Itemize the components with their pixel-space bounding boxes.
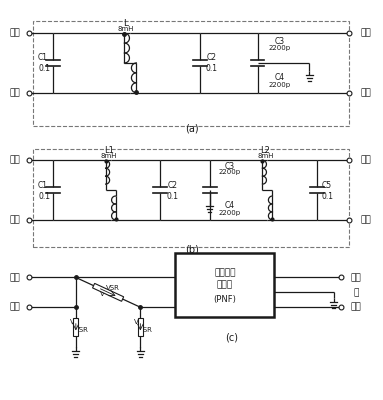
Text: 输入: 输入 (10, 303, 21, 312)
Text: VSR: VSR (139, 327, 153, 333)
Text: VSR: VSR (106, 285, 120, 291)
Text: 输出: 输出 (350, 273, 361, 282)
Text: 输入: 输入 (10, 156, 21, 165)
Text: V: V (100, 291, 104, 297)
Text: 输入: 输入 (10, 273, 21, 282)
Text: 8mH: 8mH (257, 153, 274, 159)
Text: 输出: 输出 (350, 303, 361, 312)
Text: V: V (69, 319, 74, 325)
Text: 0.1: 0.1 (321, 192, 333, 200)
Text: 0.1: 0.1 (166, 192, 178, 200)
Text: C1: C1 (38, 54, 48, 62)
Text: V: V (134, 319, 139, 325)
Text: (b): (b) (185, 245, 199, 255)
Text: 2200p: 2200p (268, 82, 290, 88)
Text: 0.1: 0.1 (206, 64, 218, 74)
Bar (33, 149, 349, 247)
Text: 2200p: 2200p (268, 45, 290, 51)
Text: C2: C2 (167, 181, 177, 190)
Text: 电源噪声: 电源噪声 (214, 269, 236, 278)
Text: 8mH: 8mH (100, 153, 117, 159)
Text: 8mH: 8mH (117, 26, 134, 32)
Text: 2200p: 2200p (219, 210, 241, 216)
Text: 输出: 输出 (360, 156, 371, 165)
Text: (c): (c) (225, 332, 238, 342)
Bar (175, 253, 274, 317)
Text: L1: L1 (104, 146, 113, 155)
Text: C1: C1 (38, 181, 48, 190)
Text: 2200p: 2200p (219, 169, 241, 175)
Text: 输入: 输入 (10, 29, 21, 38)
Text: L2: L2 (260, 146, 270, 155)
Bar (93, 283, 124, 301)
Text: 0.1: 0.1 (38, 64, 50, 74)
Text: 输出: 输出 (360, 215, 371, 224)
Text: C4: C4 (225, 202, 235, 210)
Bar (74, 318, 79, 336)
Text: C3: C3 (274, 37, 285, 46)
Text: C3: C3 (225, 162, 235, 171)
Text: 输入: 输入 (10, 88, 21, 97)
Text: C5: C5 (322, 181, 332, 190)
Text: C2: C2 (207, 54, 217, 62)
Text: C4: C4 (274, 73, 285, 82)
Text: (a): (a) (185, 124, 199, 134)
Text: 0.1: 0.1 (38, 192, 50, 200)
Text: 滤波器: 滤波器 (217, 280, 233, 290)
Text: VSR: VSR (75, 327, 89, 333)
Bar (138, 318, 143, 336)
Text: 输出: 输出 (360, 29, 371, 38)
Text: 地: 地 (353, 288, 358, 297)
Bar (33, 21, 349, 126)
Text: (PNF): (PNF) (213, 295, 236, 304)
Text: L: L (123, 19, 128, 28)
Text: 输出: 输出 (360, 88, 371, 97)
Text: 输入: 输入 (10, 215, 21, 224)
